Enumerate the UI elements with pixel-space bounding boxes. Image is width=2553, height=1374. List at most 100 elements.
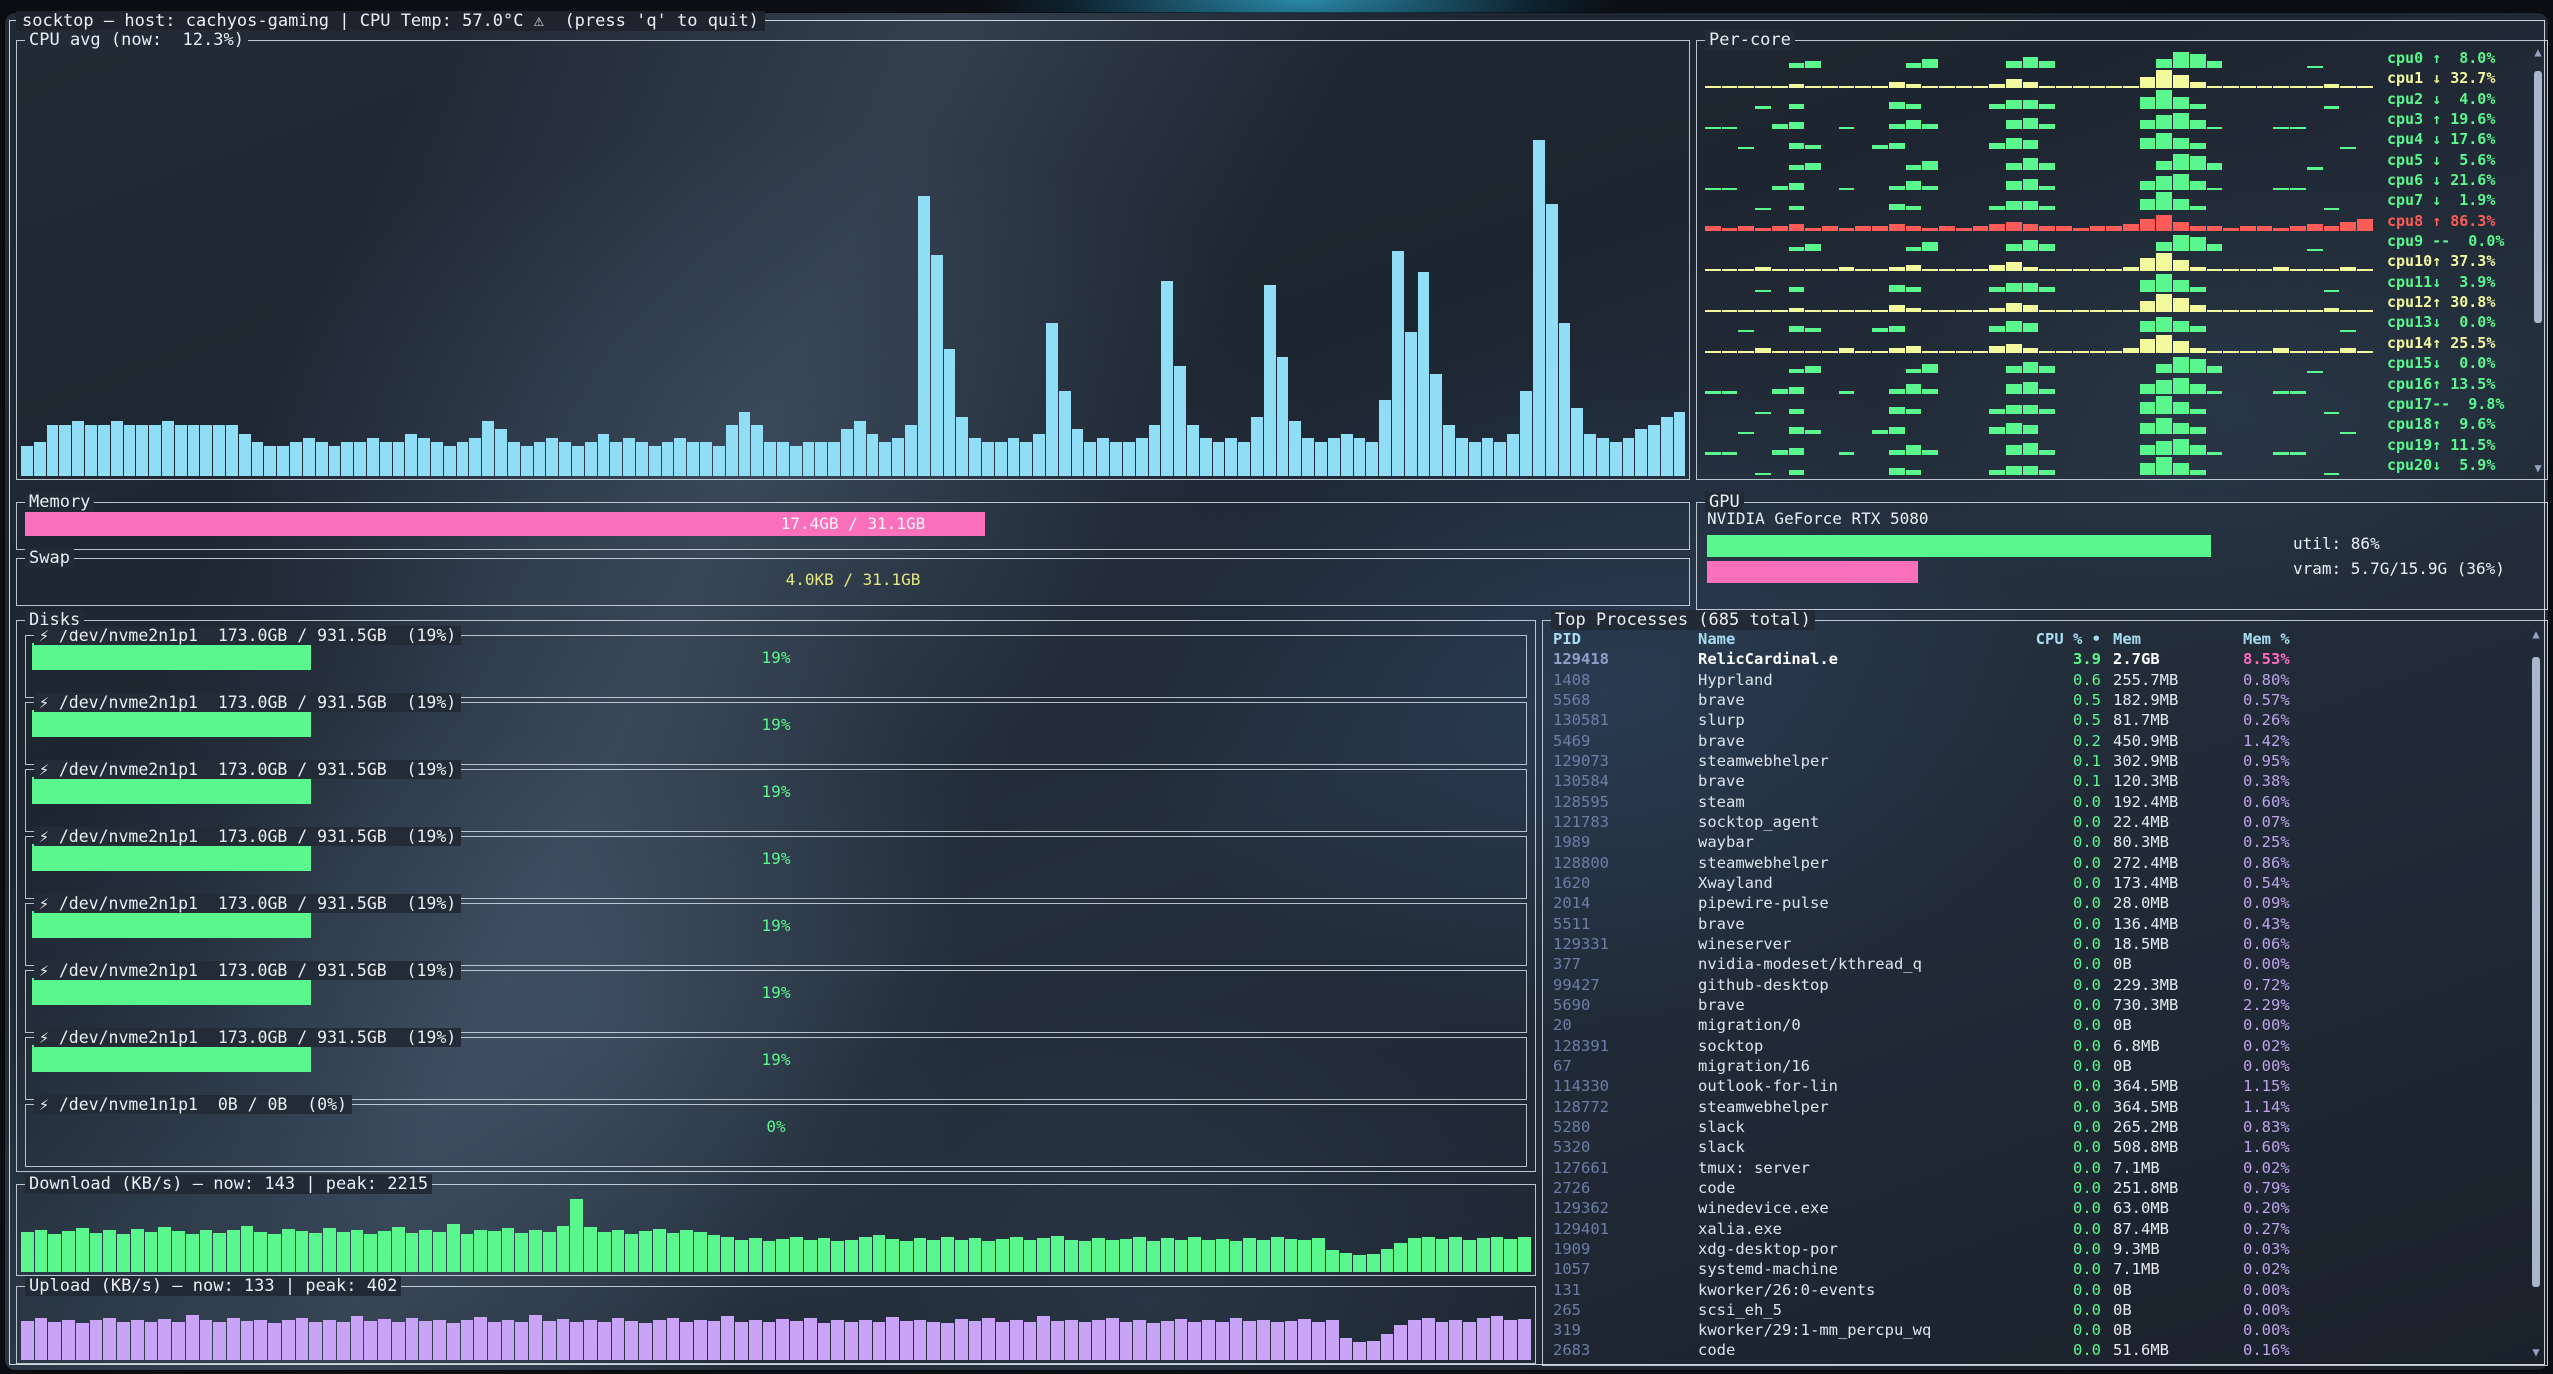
spark-bar bbox=[2072, 86, 2089, 89]
download-panel: Download (KB/s) — now: 143 | peak: 2215 bbox=[16, 1174, 1536, 1276]
core-label: cpu16↑ 13.5% bbox=[2387, 374, 2496, 393]
history-bar bbox=[34, 1229, 48, 1272]
history-bar bbox=[1188, 1237, 1202, 1272]
spark-bar bbox=[1905, 264, 1922, 272]
process-row: 5690 brave 0.0 730.3MB 2.29% bbox=[1553, 995, 2517, 1015]
spark-bar bbox=[2005, 366, 2022, 374]
history-bar bbox=[46, 425, 59, 476]
pid: 2014 bbox=[1553, 894, 1591, 913]
disk-fill bbox=[32, 978, 311, 1005]
spark-bar bbox=[1922, 228, 1939, 231]
scroll-up-icon[interactable]: ▲ bbox=[2532, 627, 2540, 641]
name: systemd-machine bbox=[1698, 1260, 1838, 1279]
spark-bar bbox=[2056, 86, 2072, 89]
spark-bar bbox=[1872, 327, 1888, 333]
history-bar bbox=[501, 1320, 515, 1360]
spark-bar bbox=[2189, 180, 2206, 191]
history-bar bbox=[776, 1319, 790, 1360]
spark-bar bbox=[1888, 468, 1905, 475]
history-bar bbox=[1315, 442, 1327, 476]
process-row: 114330 outlook-for-lin 0.0 364.5MB 1.15% bbox=[1553, 1076, 2517, 1096]
mem: 450.9MB bbox=[2113, 731, 2179, 750]
history-bar bbox=[433, 1231, 446, 1272]
history-bar bbox=[48, 1322, 62, 1360]
spark-bar bbox=[1905, 180, 1922, 191]
history-bar bbox=[1449, 1237, 1463, 1272]
history-bar bbox=[1421, 1236, 1435, 1272]
per-core-scrollbar[interactable]: ▲ ▼ bbox=[2531, 45, 2545, 475]
cpu-percent: 0.0 bbox=[2073, 1280, 2101, 1299]
history-bar bbox=[34, 1318, 48, 1360]
disk-device-usage: /dev/nvme2n1p1 173.0GB / 931.5GB (19%) bbox=[58, 1028, 457, 1047]
process-scrollbar[interactable]: ▲ ▼ bbox=[2529, 627, 2543, 1359]
mem-percent: 0.20% bbox=[2243, 1199, 2290, 1218]
history-bar bbox=[117, 1233, 130, 1272]
spark-bar bbox=[2340, 330, 2357, 333]
disk-gauge: ⚡ /dev/nvme1n1p1 0B / 0B (0%) 0% bbox=[25, 1095, 1527, 1167]
mem-percent: 0.00% bbox=[2243, 1280, 2290, 1299]
history-bar bbox=[570, 1198, 584, 1272]
spark-bar bbox=[1838, 391, 1855, 394]
spark-bar bbox=[2290, 86, 2306, 89]
spark-bar bbox=[1989, 345, 2005, 353]
spark-bar bbox=[1822, 86, 1838, 89]
history-bar bbox=[226, 425, 238, 476]
gpu-title: GPU bbox=[1705, 492, 1744, 512]
spark-bar bbox=[1771, 86, 1788, 89]
history-bar bbox=[666, 1318, 680, 1360]
history-bar bbox=[136, 425, 149, 476]
scrollbar-thumb[interactable] bbox=[2534, 71, 2542, 323]
history-bar bbox=[161, 420, 174, 476]
history-bar bbox=[831, 1241, 845, 1272]
scroll-down-icon[interactable]: ▼ bbox=[2534, 461, 2542, 475]
scroll-down-icon[interactable]: ▼ bbox=[2532, 1345, 2540, 1359]
spark-bar bbox=[1788, 183, 1805, 191]
spark-bar bbox=[2240, 86, 2256, 89]
spark-bar bbox=[1972, 226, 1989, 231]
history-bar bbox=[1504, 1320, 1518, 1360]
spark-bar bbox=[1972, 269, 1989, 272]
spark-bar bbox=[2240, 269, 2256, 272]
history-bar bbox=[1257, 1239, 1270, 1272]
disk-gauge: ⚡ /dev/nvme2n1p1 173.0GB / 931.5GB (19%)… bbox=[25, 626, 1527, 698]
core-spark-chart bbox=[1705, 191, 2373, 211]
history-bar bbox=[474, 1229, 487, 1272]
core-row: cpu14↑ 25.5% bbox=[1705, 334, 2521, 353]
spark-bar bbox=[1989, 409, 2005, 414]
spark-bar bbox=[2156, 395, 2173, 414]
spark-bar bbox=[2139, 76, 2156, 89]
name: Xwayland bbox=[1698, 873, 1773, 892]
history-bar bbox=[1106, 1318, 1119, 1360]
scrollbar-thumb[interactable] bbox=[2532, 657, 2540, 1287]
core-spark-chart bbox=[1705, 151, 2373, 170]
spark-bar bbox=[2173, 199, 2189, 211]
spark-bar bbox=[1788, 246, 1805, 252]
process-row: 1620 Xwayland 0.0 173.4MB 0.54% bbox=[1553, 873, 2517, 893]
mem: 0B bbox=[2113, 1300, 2132, 1319]
spark-bar bbox=[2139, 119, 2156, 130]
spark-bar bbox=[2357, 86, 2373, 89]
cpu-percent: 0.5 bbox=[2073, 690, 2101, 709]
mem: 251.8MB bbox=[2113, 1178, 2179, 1197]
pid: 99427 bbox=[1553, 975, 1600, 994]
name: Hyprland bbox=[1698, 670, 1773, 689]
history-bar bbox=[62, 1231, 75, 1272]
history-bar bbox=[828, 442, 840, 476]
history-bar bbox=[1243, 1238, 1257, 1272]
history-bar bbox=[85, 425, 97, 476]
mem: 0B bbox=[2113, 1016, 2132, 1035]
spark-bar bbox=[1888, 101, 1905, 109]
spark-bar bbox=[1922, 449, 1939, 455]
core-row: cpu20↓ 5.9% bbox=[1705, 456, 2521, 475]
spark-bar bbox=[1805, 144, 1822, 150]
spark-bar bbox=[2005, 99, 2022, 109]
cpu-percent: 0.1 bbox=[2073, 772, 2101, 791]
history-bar bbox=[487, 1321, 501, 1360]
scroll-up-icon[interactable]: ▲ bbox=[2534, 45, 2542, 59]
history-bar bbox=[725, 425, 738, 476]
mem: 7.1MB bbox=[2113, 1260, 2160, 1279]
spark-bar bbox=[1872, 144, 1888, 150]
core-label: cpu9 -- 0.0% bbox=[2387, 232, 2505, 251]
spark-bar bbox=[2072, 309, 2089, 313]
history-bar bbox=[1379, 399, 1391, 476]
